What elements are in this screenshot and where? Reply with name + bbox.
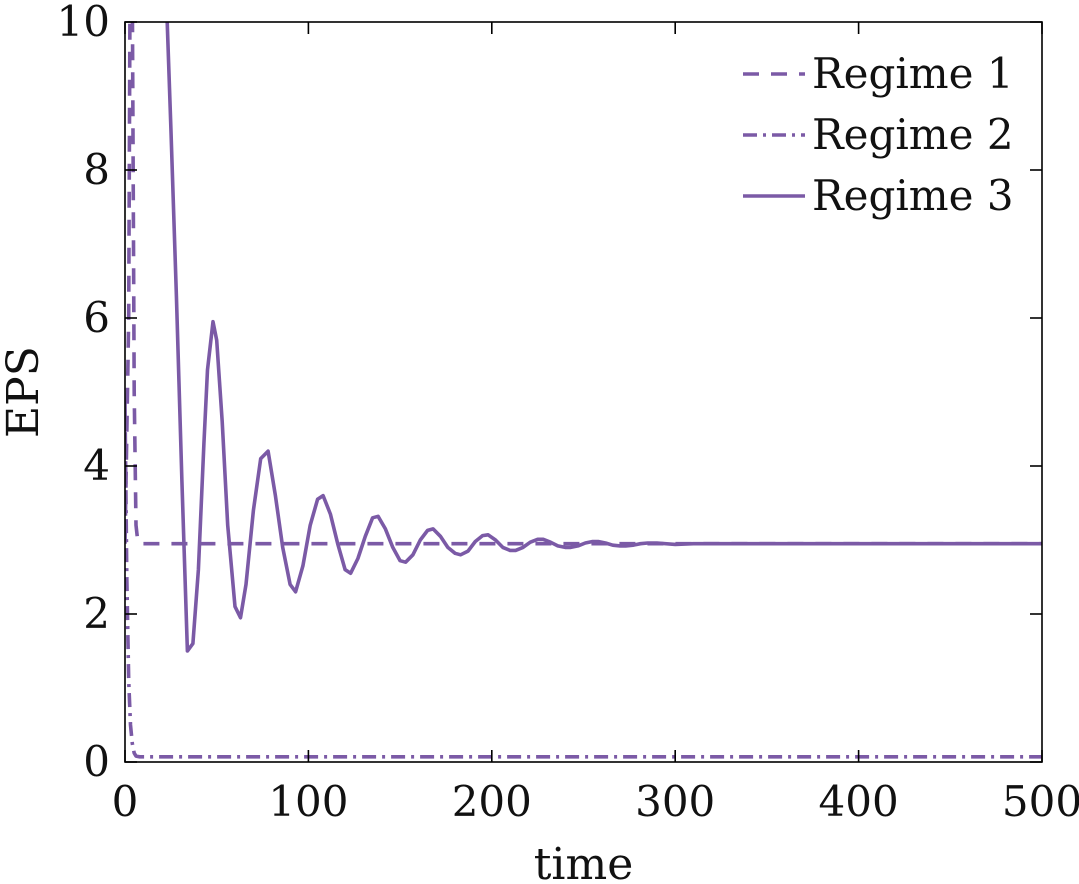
legend-label-1: Regime 1 bbox=[812, 49, 1014, 98]
legend: Regime 1 Regime 2 Regime 3 bbox=[743, 49, 1014, 220]
y-tick-label: 4 bbox=[83, 441, 110, 490]
legend-label-3: Regime 3 bbox=[812, 171, 1014, 220]
x-axis-label: time bbox=[534, 839, 634, 884]
y-tick-label: 0 bbox=[83, 737, 110, 786]
series-line-2 bbox=[125, 403, 1042, 759]
tick-layer: 0 100 200 300 400 500 0 2 4 6 8 10 bbox=[57, 0, 1079, 826]
plot-frame bbox=[124, 21, 1043, 763]
legend-label-2: Regime 2 bbox=[812, 110, 1014, 159]
x-tick-label: 500 bbox=[1002, 777, 1079, 826]
x-tick-label: 300 bbox=[635, 777, 715, 826]
y-axis-label: EPS bbox=[0, 346, 49, 438]
x-tick-label: 200 bbox=[452, 777, 532, 826]
x-tick-label: 100 bbox=[268, 777, 348, 826]
x-tick-label: 400 bbox=[819, 777, 899, 826]
y-tick-label: 6 bbox=[83, 293, 110, 342]
series-line-3 bbox=[165, 22, 1042, 653]
y-tick-label: 8 bbox=[83, 145, 110, 194]
x-tick-label: 0 bbox=[112, 777, 139, 826]
y-tick-label: 2 bbox=[83, 589, 110, 638]
y-tick-label: 10 bbox=[57, 0, 110, 46]
